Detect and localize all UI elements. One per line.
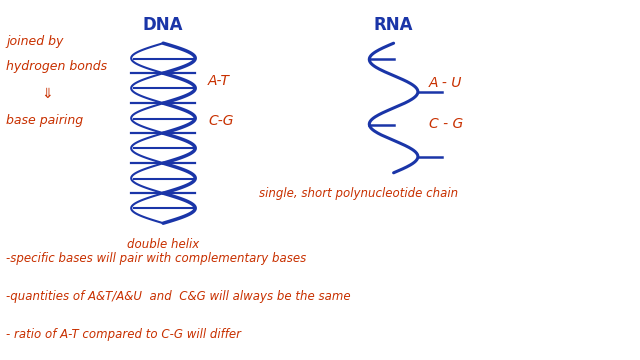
Text: -quantities of A&T/A&U  and  C&G will always be the same: -quantities of A&T/A&U and C&G will alwa… (6, 290, 351, 303)
Text: hydrogen bonds: hydrogen bonds (6, 60, 108, 73)
Text: joined by: joined by (6, 35, 64, 48)
Text: ⇓: ⇓ (42, 87, 53, 100)
Text: single, short polynucleotide chain: single, short polynucleotide chain (259, 187, 458, 200)
Text: DNA: DNA (143, 16, 184, 34)
Text: double helix: double helix (127, 238, 199, 251)
Text: C-G: C-G (208, 114, 234, 127)
Text: C - G: C - G (429, 117, 463, 131)
Text: A - U: A - U (429, 76, 462, 90)
Text: A-T: A-T (208, 74, 230, 88)
Text: base pairing: base pairing (6, 114, 84, 127)
Text: -specific bases will pair with complementary bases: -specific bases will pair with complemen… (6, 252, 307, 265)
Text: RNA: RNA (374, 16, 413, 34)
Text: - ratio of A-T compared to C-G will differ: - ratio of A-T compared to C-G will diff… (6, 328, 241, 341)
